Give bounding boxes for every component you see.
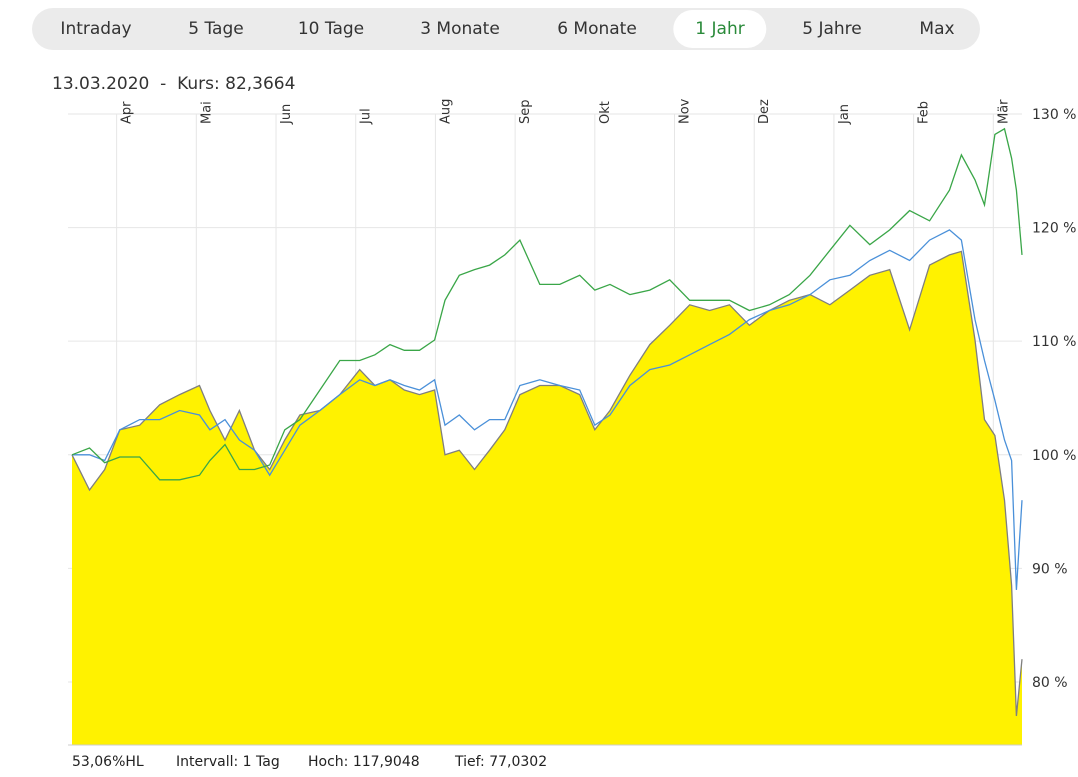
y-tick-label: 80 % bbox=[1032, 675, 1068, 691]
x-tick-label: Sep bbox=[518, 99, 533, 124]
range-tab[interactable]: 10 Tage bbox=[297, 19, 365, 39]
range-tab[interactable]: Max bbox=[919, 19, 955, 39]
footer-high: Hoch: 117,9048 bbox=[308, 754, 420, 770]
x-tick-label: Mär bbox=[996, 99, 1011, 124]
y-tick-label: 110 % bbox=[1032, 334, 1076, 350]
footer-range: 53,06%HL bbox=[72, 754, 144, 770]
x-tick-label: Nov bbox=[678, 98, 693, 124]
x-tick-label: Aug bbox=[438, 99, 453, 124]
range-tab[interactable]: Intraday bbox=[60, 19, 132, 39]
range-tab[interactable]: 6 Monate bbox=[557, 19, 637, 39]
range-tab[interactable]: 1 Jahr bbox=[673, 10, 767, 48]
x-tick-label: Feb bbox=[917, 101, 932, 124]
x-tick-label: Apr bbox=[120, 101, 135, 124]
footer-low: Tief: 77,0302 bbox=[455, 754, 548, 770]
y-tick-label: 90 % bbox=[1032, 561, 1068, 577]
range-tab[interactable]: 3 Monate bbox=[420, 19, 500, 39]
x-tick-label: Jan bbox=[837, 104, 852, 125]
x-tick-label: Mai bbox=[199, 101, 214, 124]
range-tabs: Intraday 5 Tage 10 Tage 3 Monate 6 Monate 1 J… bbox=[32, 8, 980, 50]
line bbox=[71, 250, 1023, 717]
line bbox=[71, 127, 1023, 481]
chart-header: 13.03.2020 - Kurs: 82,3664 bbox=[52, 74, 296, 94]
x-tick-label: Jun bbox=[279, 104, 294, 125]
footer-interval: Intervall: 1 Tag bbox=[176, 754, 280, 770]
line bbox=[72, 229, 1023, 590]
x-tick-label: Okt bbox=[598, 101, 613, 124]
y-tick-label: 130 % bbox=[1032, 107, 1076, 123]
area bbox=[72, 251, 1022, 745]
x-tick-label: Jul bbox=[359, 108, 374, 125]
y-tick-label: 100 % bbox=[1032, 448, 1076, 464]
y-tick-label: 120 % bbox=[1032, 221, 1076, 237]
x-tick-label: Dez bbox=[757, 99, 772, 124]
range-tab[interactable]: 5 Tage bbox=[188, 19, 244, 39]
range-tab[interactable]: 5 Jahre bbox=[802, 19, 862, 39]
